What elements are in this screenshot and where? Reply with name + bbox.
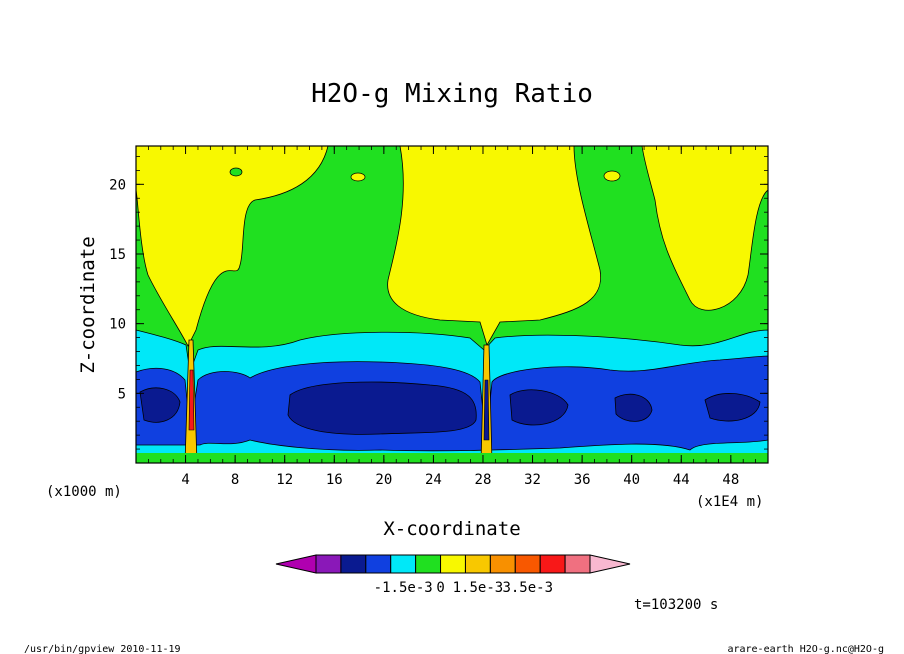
y-tick-label: 15 <box>109 247 126 263</box>
field-darkblue-core-2 <box>139 387 181 423</box>
yellow-patch-2 <box>603 170 621 182</box>
x-tick-label: 40 <box>623 472 640 488</box>
x-tick-label: 16 <box>326 472 343 488</box>
colorbar-swatch <box>564 554 591 574</box>
y-ticks: 5 10 15 20 <box>109 156 768 450</box>
colorbar-label: 3.5e-3 <box>502 580 553 596</box>
x-tick-label: 12 <box>276 472 293 488</box>
colorbar-swatch <box>340 554 367 574</box>
chart-title: H2O-g Mixing Ratio <box>311 79 593 109</box>
colorbar-label: 1.5e-3 <box>453 580 504 596</box>
colorbar-swatch <box>539 554 566 574</box>
plot-area <box>135 145 769 464</box>
field-darkblue-core-4 <box>614 393 653 422</box>
green-patch-1 <box>229 167 243 177</box>
colorbar-swatch <box>489 554 516 574</box>
footer-right: arare-earth_H2O-g.nc@H2O-g <box>727 644 884 654</box>
x-axis-label: X-coordinate <box>383 518 520 540</box>
x-ticks: 4 8 12 16 20 24 28 32 36 40 44 48 <box>147 146 757 488</box>
updraft-core-left <box>188 369 195 431</box>
colorbar-swatch <box>315 554 342 574</box>
colorbar-swatch <box>390 554 417 574</box>
x-tick-label: 8 <box>231 472 239 488</box>
updraft-core-right <box>483 379 490 441</box>
x-unit-right: (x1E4 m) <box>696 494 763 510</box>
x-tick-label: 48 <box>722 472 739 488</box>
field-yellow-right <box>641 145 769 311</box>
plot-frame <box>135 145 769 464</box>
x-tick-label: 20 <box>375 472 392 488</box>
y-axis-label: Z-coordinate <box>77 236 99 373</box>
x-tick-label: 28 <box>475 472 492 488</box>
x-tick-label: 44 <box>673 472 690 488</box>
colorbar-swatch <box>415 554 442 574</box>
colorbar-swatch <box>514 554 541 574</box>
colorbar <box>275 554 631 574</box>
field-darkblue-core-3 <box>509 389 569 426</box>
x-tick-label: 4 <box>181 472 189 488</box>
colorbar-label: -1.5e-3 <box>374 580 433 596</box>
y-tick-label: 10 <box>109 317 126 333</box>
colorbar-under-triangle <box>275 554 317 574</box>
y-tick-label: 20 <box>109 177 126 193</box>
colorbar-labels: -1.5e-3 0 1.5e-3 3.5e-3 <box>374 580 553 596</box>
x-tick-label: 32 <box>524 472 541 488</box>
colorbar-swatch <box>464 554 491 574</box>
x-tick-label: 36 <box>574 472 591 488</box>
yellow-patch-1 <box>350 172 366 182</box>
x-unit-left: (x1000 m) <box>46 484 122 500</box>
footer-left: /usr/bin/gpview 2010-11-19 <box>24 644 181 654</box>
field-yellow-left <box>135 145 329 347</box>
field-darkblue-core-5 <box>704 393 761 422</box>
field-yellow-mid <box>387 145 602 347</box>
colorbar-swatch <box>365 554 392 574</box>
field-green-bottom <box>136 453 768 463</box>
colorbar-over-triangle <box>589 554 631 574</box>
colorbar-swatch <box>440 554 466 574</box>
field-darkblue-core-1 <box>287 381 477 435</box>
y-tick-label: 5 <box>118 386 126 402</box>
x-tick-label: 24 <box>425 472 442 488</box>
colorbar-label: 0 <box>436 580 444 596</box>
time-label: t=103200 s <box>634 597 718 613</box>
